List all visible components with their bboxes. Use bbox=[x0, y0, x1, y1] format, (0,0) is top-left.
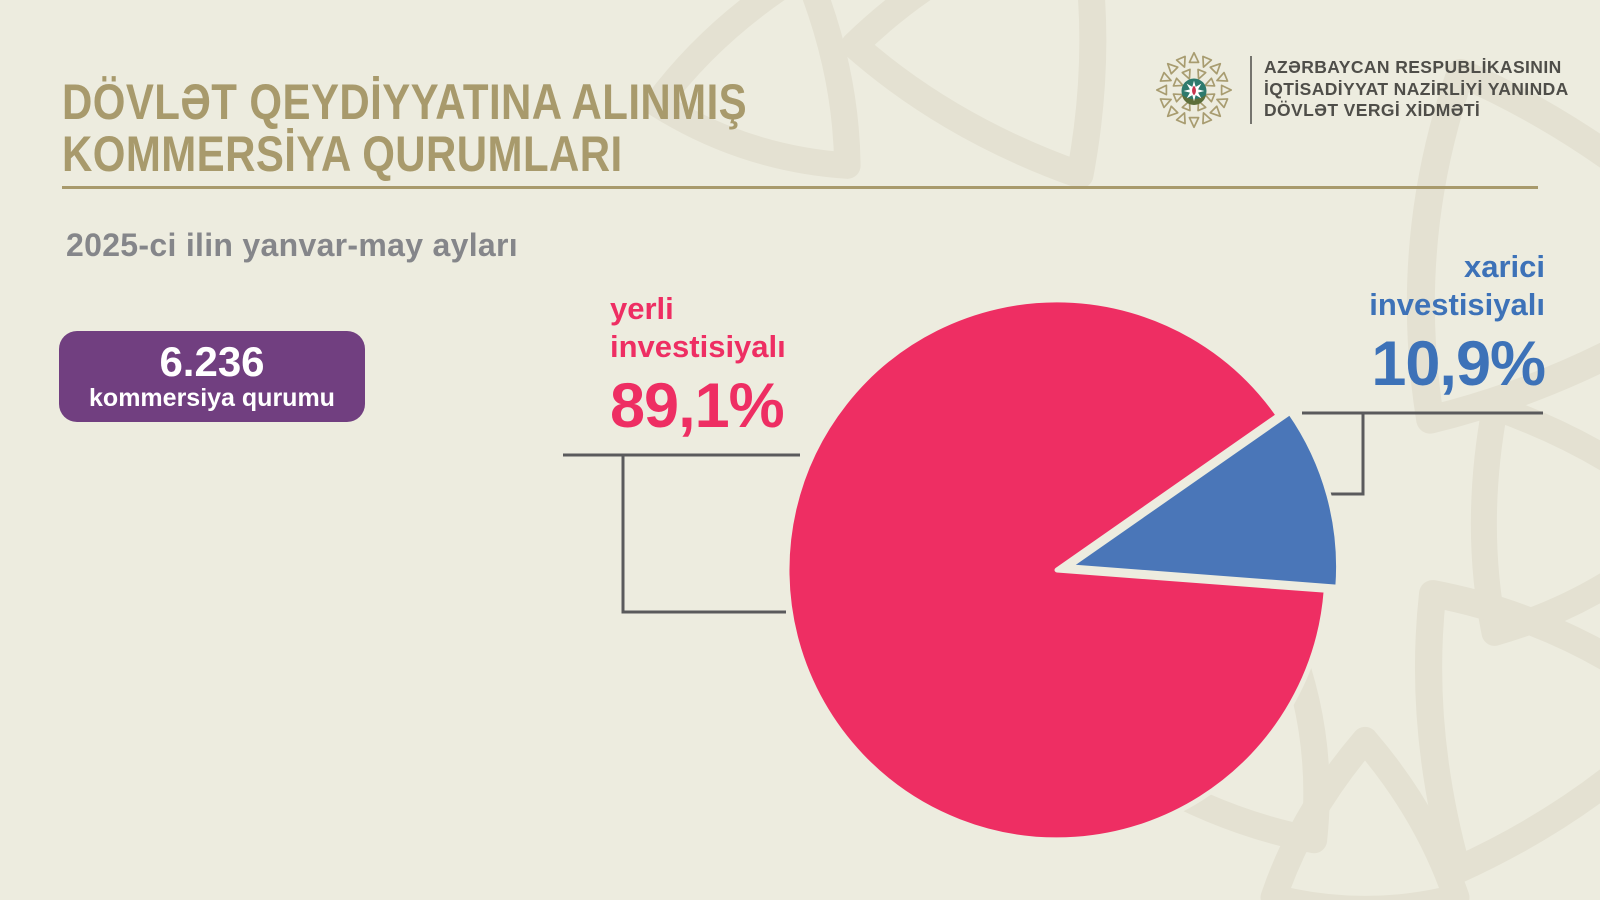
logo-text-divider bbox=[1250, 56, 1252, 124]
logo-triangle-rings bbox=[1155, 51, 1233, 129]
pattern-triangle bbox=[1406, 58, 1600, 434]
label-xarici-percent: 10,9% bbox=[1371, 329, 1546, 399]
total-badge-value: 6.236 bbox=[159, 338, 265, 385]
logo-flame bbox=[1192, 85, 1196, 96]
pattern-triangle bbox=[1414, 580, 1600, 884]
org-name-line1: AZƏRBAYCAN RESPUBLİKASININ bbox=[1264, 57, 1562, 77]
tax-service-logo-icon bbox=[1155, 51, 1233, 129]
page-title-line2: KOMMERSİYA QURUMLARI bbox=[62, 125, 623, 182]
page-title: DÖVLƏT QEYDİYYATINA ALINMIŞ KOMMERSİYA Q… bbox=[62, 76, 747, 180]
label-xarici-investisiyali: xarici investisiyalı 10,9% bbox=[1369, 248, 1546, 399]
org-name-line3: DÖVLƏT VERGİ XİDMƏTİ bbox=[1264, 100, 1481, 120]
label-yerli-line2: investisiyalı bbox=[610, 329, 786, 364]
label-yerli-investisiyali: yerli investisiyalı 89,1% bbox=[610, 290, 786, 438]
pattern-triangle bbox=[643, 0, 861, 179]
org-name-line2: İQTİSADİYYAT NAZİRLİYİ YANINDA bbox=[1264, 78, 1569, 99]
pattern-triangle bbox=[1260, 726, 1470, 900]
period-label: 2025-ci ilin yanvar-may ayları bbox=[66, 227, 518, 263]
label-yerli-percent: 89,1% bbox=[610, 371, 785, 441]
org-name: AZƏRBAYCAN RESPUBLİKASININ İQTİSADİYYAT … bbox=[1264, 57, 1569, 122]
title-divider bbox=[62, 186, 1538, 189]
page-title-line1: DÖVLƏT QEYDİYYATINA ALINMIŞ bbox=[62, 73, 748, 130]
callout-line-xarici bbox=[1302, 411, 1543, 496]
label-xarici-line1: xarici bbox=[1463, 249, 1545, 284]
label-yerli-line1: yerli bbox=[610, 291, 674, 326]
total-badge: 6.236 kommersiya qurumu bbox=[59, 331, 365, 422]
pie-slice-yerli bbox=[784, 297, 1329, 843]
label-xarici-line2: investisiyalı bbox=[1369, 287, 1545, 322]
pie-slice-xarici bbox=[1066, 409, 1342, 590]
pattern-triangle bbox=[840, 0, 1107, 189]
callout-line-yerli bbox=[563, 453, 800, 614]
total-badge-label: kommersiya qurumu bbox=[89, 384, 335, 412]
